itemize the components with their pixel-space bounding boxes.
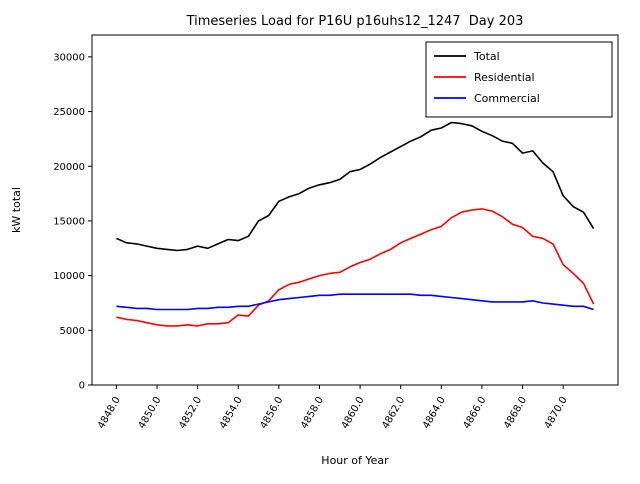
axes-frame <box>91 34 619 386</box>
x-tick-label: 4858.0 <box>299 395 326 431</box>
x-tick-label: 4848.0 <box>96 395 123 431</box>
legend-label-residential: Residential <box>474 71 535 84</box>
x-tick-label: 4862.0 <box>380 395 407 431</box>
x-tick-label: 4856.0 <box>258 395 285 431</box>
chart-title: Timeseries Load for P16U p16uhs12_1247 D… <box>186 14 524 29</box>
y-tick-label: 5000 <box>60 326 85 337</box>
y-axis-label: kW total <box>10 187 23 233</box>
x-tick-label: 4860.0 <box>340 395 367 431</box>
x-tick-label: 4868.0 <box>502 395 529 431</box>
y-tick-label: 30000 <box>53 52 85 63</box>
y-tick-label: 15000 <box>53 216 85 227</box>
legend: Total Residential Commercial <box>425 41 613 118</box>
y-tick-label: 0 <box>79 381 85 392</box>
x-tick-label: 4850.0 <box>137 395 164 431</box>
series-line-residential <box>116 208 595 327</box>
legend-label-total: Total <box>473 50 500 63</box>
x-tick-label: 4870.0 <box>543 395 570 431</box>
legend-box <box>425 41 613 118</box>
plot-lines <box>116 121 595 327</box>
x-axis-label: Hour of Year <box>321 454 389 467</box>
series-line-total <box>116 121 595 252</box>
x-tick-label: 4852.0 <box>177 395 204 431</box>
x-tick-label: 4854.0 <box>218 395 245 431</box>
x-tick-label: 4864.0 <box>421 395 448 431</box>
y-tick-label: 20000 <box>53 162 85 173</box>
x-tick-label: 4866.0 <box>462 395 489 431</box>
legend-label-commercial: Commercial <box>474 92 540 105</box>
y-tick-label: 25000 <box>53 107 85 118</box>
y-tick-label: 10000 <box>53 271 85 282</box>
series-line-commercial <box>116 293 594 311</box>
